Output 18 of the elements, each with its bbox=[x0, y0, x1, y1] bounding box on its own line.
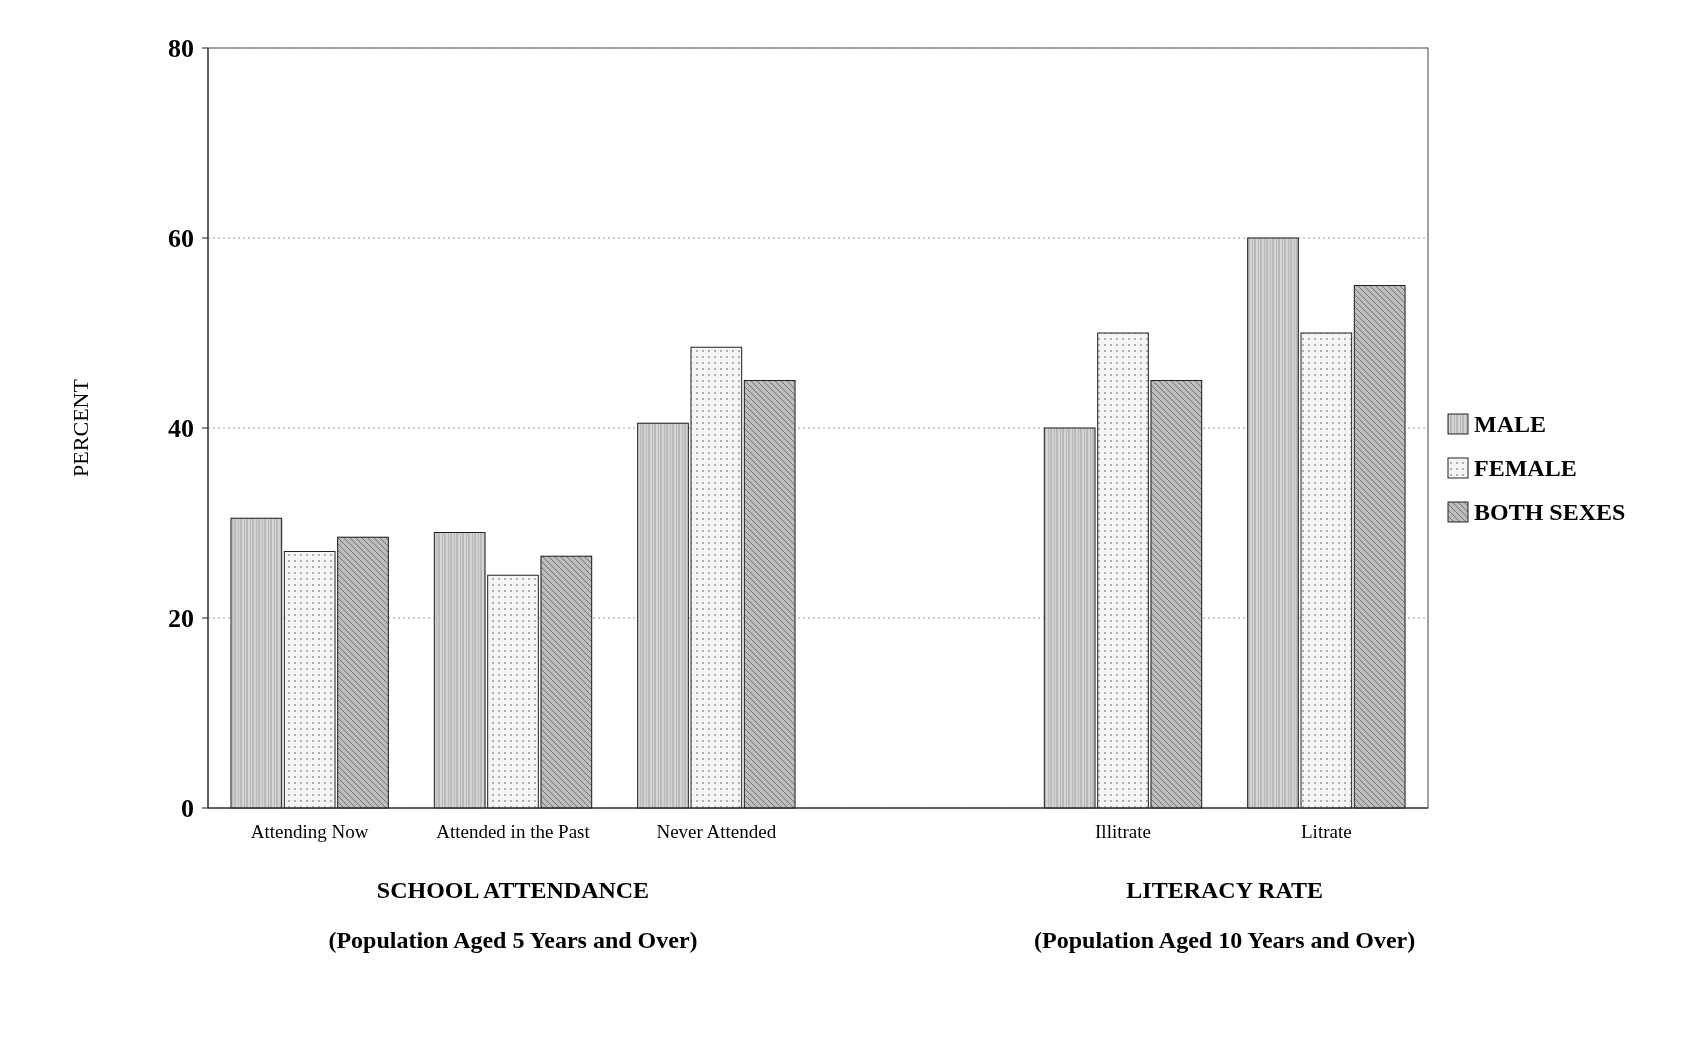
text: LITERACY RATE bbox=[1126, 877, 1324, 903]
y-axis-title: PERCENT bbox=[68, 378, 93, 477]
legend-label: FEMALE bbox=[1474, 455, 1577, 481]
x-tick-label: Litrate bbox=[1301, 821, 1352, 842]
x-tick-label: Illitrate bbox=[1095, 821, 1151, 842]
legend-label: BOTH SEXES bbox=[1474, 499, 1626, 525]
y-tick-label: 80 bbox=[168, 34, 194, 64]
y-tick-label: 20 bbox=[168, 604, 194, 634]
y-tick-label: 0 bbox=[181, 794, 194, 824]
text: (Population Aged 10 Years and Over) bbox=[1034, 927, 1416, 953]
text: (Population Aged 5 Years and Over) bbox=[328, 927, 698, 953]
y-tick-label: 60 bbox=[168, 224, 194, 254]
x-tick-label: Never Attended bbox=[656, 821, 777, 842]
x-tick-label: Attending Now bbox=[250, 821, 369, 842]
text: SCHOOL ATTENDANCE bbox=[376, 877, 650, 903]
x-tick-label: Attended in the Past bbox=[436, 821, 591, 842]
y-tick-label: 40 bbox=[168, 414, 194, 444]
legend-label: MALE bbox=[1474, 411, 1546, 437]
